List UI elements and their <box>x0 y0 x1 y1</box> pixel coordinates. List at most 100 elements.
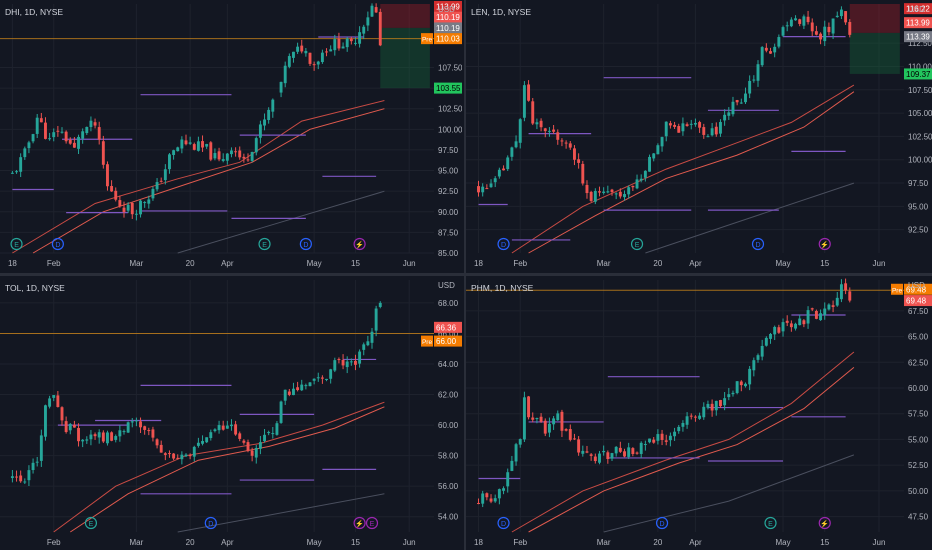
c3-candle <box>664 440 668 442</box>
c0-candle <box>329 49 333 52</box>
c3-candle <box>614 446 618 454</box>
c2-event-marker: ⚡ <box>353 516 366 530</box>
c0-candle <box>101 141 105 165</box>
c0-candle <box>180 139 184 149</box>
c1-candle <box>723 114 727 121</box>
c3-candle <box>589 454 593 456</box>
c2-event-marker: E <box>365 516 379 530</box>
c2-candle <box>163 453 167 455</box>
c2-event-marker-label: ⚡ <box>355 519 364 528</box>
c2-candle <box>118 430 122 437</box>
panel-divider-horizontal[interactable] <box>0 273 932 276</box>
c2-event-marker-label: D <box>208 521 213 528</box>
c1-event-marker-ring <box>497 237 510 251</box>
c2-candle <box>101 432 105 442</box>
c3-candle <box>698 415 702 419</box>
c1-candle <box>581 163 585 184</box>
c3-candle <box>618 447 622 452</box>
c0-y-tick-label: 90.00 <box>438 208 459 217</box>
c0-event-marker-ring <box>10 237 23 251</box>
c2-event-marker-ring <box>365 516 379 530</box>
c0-candle <box>23 148 27 158</box>
c2-candle <box>52 395 56 398</box>
c0-moving-average-3 <box>177 190 385 254</box>
c0-candle <box>213 153 217 159</box>
c0-event-marker: E <box>258 237 271 251</box>
c0-price-tag-bg <box>434 22 462 34</box>
c1-candle <box>839 9 843 17</box>
c1-x-tick-label: Jun <box>873 259 886 268</box>
c1-candle <box>598 191 601 193</box>
c0-candle <box>366 17 370 26</box>
c1-price-tag-label: 116.22 <box>906 5 930 14</box>
c2-candle <box>316 377 320 379</box>
c3-candle <box>631 448 635 455</box>
c2-candle <box>238 433 242 439</box>
c3-candle <box>848 291 852 301</box>
c0-x-tick-label: 15 <box>351 259 360 268</box>
c2-x-tick-label: Jun <box>403 538 416 547</box>
c2-candle <box>258 442 262 449</box>
c1-price-tag-bg <box>904 31 932 43</box>
c3-price-tag: 69.48 <box>904 295 932 307</box>
c3-y-tick-label: 50.00 <box>908 487 929 496</box>
chart-panel-phm[interactable]: 47.50 50.00 52.50 55.00 57.50 60.00 62.50 65.00… <box>466 276 932 550</box>
c2-candle <box>320 377 324 379</box>
c3-candle <box>652 439 656 443</box>
c1-event-marker-label: E <box>635 242 640 249</box>
c0-candle <box>39 118 43 123</box>
c2-candle <box>10 476 14 479</box>
c3-candle <box>581 450 585 454</box>
c2-x-tick-label: 15 <box>351 538 360 547</box>
c1-candle <box>627 187 631 195</box>
c3-candle <box>635 452 639 454</box>
c3-y-tick-label: 57.50 <box>908 410 929 419</box>
c1-moving-average-1 <box>511 84 855 254</box>
c0-candle <box>188 142 192 144</box>
c1-candle <box>631 185 635 188</box>
c0-candle <box>217 151 221 160</box>
c1-y-tick-label: 92.50 <box>908 226 929 235</box>
c2-candle <box>205 437 209 443</box>
c1-candle <box>602 191 606 194</box>
c1-event-marker-ring <box>818 237 831 251</box>
c3-price-tag-label: 69.48 <box>906 297 927 306</box>
c3-candle <box>602 450 606 453</box>
c0-candle <box>35 117 39 134</box>
c3-candle <box>677 426 681 432</box>
c3-candle <box>560 411 564 431</box>
c1-candle <box>760 47 764 66</box>
c0-event-marker-ring <box>299 237 312 251</box>
chart-panel-dhi[interactable]: 85.00 87.50 90.00 92.50 95.00 97.50 100.00 102.… <box>0 0 462 271</box>
c1-event-marker-label: D <box>501 242 506 249</box>
c0-candle <box>349 38 353 42</box>
c2-candle <box>64 421 68 433</box>
c2-candle <box>85 439 89 441</box>
c3-candle <box>785 320 789 323</box>
c0-y-tick-label: 85.00 <box>438 249 459 258</box>
c3-candle <box>522 397 526 440</box>
c3-candle <box>502 488 506 491</box>
c3-candle <box>781 322 785 332</box>
chart-panel-len[interactable]: 92.50 95.00 97.50 100.00 102.50 105.00 107.50 1… <box>466 0 932 271</box>
c2-candle <box>333 360 337 371</box>
c0-event-marker: ⚡ <box>353 237 366 251</box>
c1-candle <box>794 18 798 21</box>
c3-candle <box>727 394 731 398</box>
c2-pre-badge-label: Pre <box>422 339 433 346</box>
c1-candle <box>785 25 789 27</box>
c1-candle <box>827 26 831 33</box>
c3-x-tick-label: May <box>775 538 790 547</box>
c2-candle <box>48 398 52 407</box>
c3-pre-badge <box>891 283 903 295</box>
c3-candle <box>506 472 510 487</box>
c2-currency-label: USD <box>438 281 455 290</box>
c1-candle <box>835 15 839 18</box>
c1-candle <box>677 126 681 133</box>
c0-candle <box>271 99 275 112</box>
chart-panel-tol[interactable]: 54.00 56.00 58.00 60.00 62.00 64.00 66.00 68.00… <box>0 276 462 550</box>
c0-x-tick-label: Mar <box>130 259 144 268</box>
c0-candle <box>354 42 357 44</box>
c2-candle <box>304 385 308 387</box>
c1-candle <box>568 143 572 148</box>
